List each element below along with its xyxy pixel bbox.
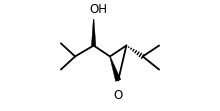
Polygon shape xyxy=(92,19,96,46)
Polygon shape xyxy=(110,56,121,81)
Text: O: O xyxy=(114,89,123,102)
Polygon shape xyxy=(93,19,94,46)
Text: OH: OH xyxy=(89,3,107,16)
